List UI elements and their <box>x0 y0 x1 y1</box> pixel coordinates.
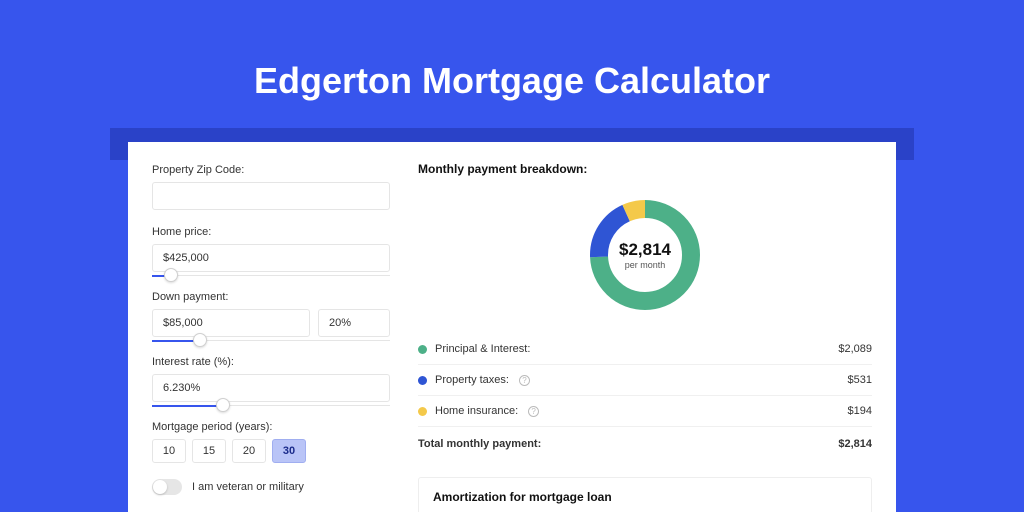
payment-donut-chart: $2,814 per month <box>584 194 706 316</box>
donut-total-sublabel: per month <box>625 260 666 270</box>
period-option-20[interactable]: 20 <box>232 439 266 463</box>
amortization-section: Amortization for mortgage loan Amortizat… <box>418 477 872 512</box>
breakdown-legend: Principal & Interest: $2,089 Property taxe… <box>418 334 872 459</box>
amortization-title: Amortization for mortgage loan <box>433 490 857 504</box>
breakdown-title: Monthly payment breakdown: <box>418 162 872 176</box>
legend-row: Principal & Interest: $2,089 <box>418 334 872 365</box>
veteran-label: I am veteran or military <box>192 481 304 493</box>
down-payment-amount-input[interactable] <box>152 309 310 337</box>
legend-row: Property taxes:? $531 <box>418 365 872 396</box>
home-price-label: Home price: <box>152 226 390 238</box>
period-options: 10152030 <box>152 439 390 463</box>
legend-label: Home insurance: <box>435 405 518 417</box>
donut-total-amount: $2,814 <box>619 240 671 260</box>
home-price-input[interactable] <box>152 244 390 272</box>
legend-total-row: Total monthly payment: $2,814 <box>418 427 872 459</box>
page-title: Edgerton Mortgage Calculator <box>0 0 1024 132</box>
period-option-15[interactable]: 15 <box>192 439 226 463</box>
zip-label: Property Zip Code: <box>152 164 390 176</box>
down-payment-label: Down payment: <box>152 291 390 303</box>
period-option-10[interactable]: 10 <box>152 439 186 463</box>
home-price-slider[interactable] <box>152 271 390 283</box>
total-value: $2,814 <box>838 438 872 450</box>
interest-input[interactable] <box>152 374 390 402</box>
legend-row: Home insurance:? $194 <box>418 396 872 427</box>
period-label: Mortgage period (years): <box>152 421 390 433</box>
veteran-toggle[interactable] <box>152 479 182 495</box>
legend-dot <box>418 376 427 385</box>
inputs-column: Property Zip Code: Home price: Down paym… <box>152 162 390 512</box>
legend-value: $2,089 <box>838 343 872 355</box>
zip-input[interactable] <box>152 182 390 210</box>
period-option-30[interactable]: 30 <box>272 439 306 463</box>
down-payment-slider[interactable] <box>152 336 390 348</box>
interest-slider[interactable] <box>152 401 390 413</box>
breakdown-column: Monthly payment breakdown: $2,814 per mo… <box>418 162 872 512</box>
legend-dot <box>418 345 427 354</box>
legend-value: $194 <box>848 405 872 417</box>
interest-label: Interest rate (%): <box>152 356 390 368</box>
info-icon[interactable]: ? <box>519 375 530 386</box>
legend-label: Property taxes: <box>435 374 509 386</box>
legend-value: $531 <box>848 374 872 386</box>
calculator-card: Property Zip Code: Home price: Down paym… <box>128 142 896 512</box>
down-payment-pct-input[interactable] <box>318 309 390 337</box>
total-label: Total monthly payment: <box>418 438 541 450</box>
info-icon[interactable]: ? <box>528 406 539 417</box>
legend-label: Principal & Interest: <box>435 343 530 355</box>
legend-dot <box>418 407 427 416</box>
